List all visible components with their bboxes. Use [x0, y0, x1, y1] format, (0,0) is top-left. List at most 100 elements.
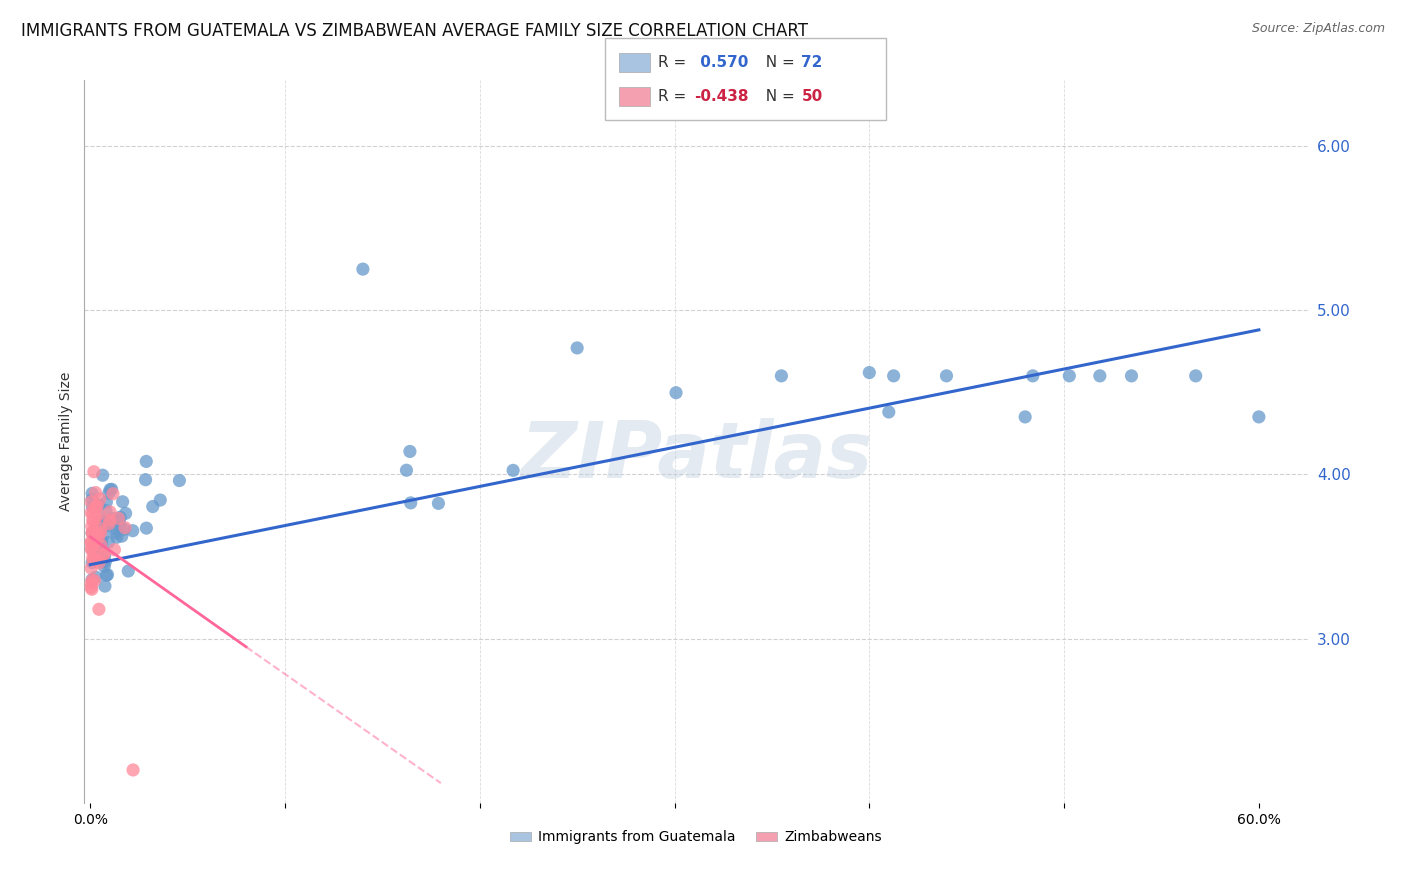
Point: [83, 514, 105, 528]
Point: [93, 549, 115, 563]
Point: [91, 517, 114, 532]
Point: [94, 579, 117, 593]
Point: [1121, 368, 1143, 383]
Point: [90, 535, 112, 549]
Text: R =: R =: [658, 55, 692, 70]
Point: [110, 510, 132, 524]
Point: [135, 473, 157, 487]
Point: [1247, 409, 1270, 424]
Point: [87, 507, 110, 521]
Point: [122, 763, 145, 777]
Point: [84, 518, 107, 533]
Point: [395, 463, 418, 477]
Point: [83, 465, 105, 479]
Point: [82, 556, 104, 570]
Point: [104, 522, 127, 536]
Point: [80, 581, 103, 595]
Point: [90, 538, 112, 552]
Point: [108, 514, 131, 528]
Point: [90, 521, 112, 535]
Point: [90, 538, 112, 552]
Point: [98, 483, 121, 497]
Point: [87, 498, 110, 512]
Point: [135, 521, 157, 535]
Point: [1184, 368, 1206, 383]
Point: [90, 534, 112, 549]
Point: [97, 535, 120, 549]
Point: [98, 513, 121, 527]
Point: [111, 495, 134, 509]
Point: [93, 559, 115, 574]
Point: [93, 515, 115, 529]
Point: [94, 555, 117, 569]
Point: [80, 535, 103, 549]
Point: [103, 542, 125, 557]
Point: [1022, 368, 1045, 383]
Point: [105, 525, 128, 540]
Point: [87, 556, 110, 570]
Point: [86, 526, 108, 541]
Point: [111, 529, 134, 543]
Point: [103, 511, 125, 525]
Point: [87, 531, 110, 545]
Point: [1059, 368, 1081, 383]
Point: [83, 544, 105, 558]
Text: IMMIGRANTS FROM GUATEMALA VS ZIMBABWEAN AVERAGE FAMILY SIZE CORRELATION CHART: IMMIGRANTS FROM GUATEMALA VS ZIMBABWEAN …: [21, 22, 808, 40]
Point: [935, 368, 957, 383]
Point: [121, 524, 143, 538]
Point: [82, 500, 104, 514]
Point: [87, 546, 110, 560]
Point: [83, 536, 105, 550]
Point: [858, 366, 880, 380]
Point: [80, 576, 103, 591]
Point: [83, 547, 105, 561]
Point: [86, 533, 108, 548]
Point: [112, 522, 135, 536]
Point: [87, 516, 110, 531]
Point: [82, 525, 104, 540]
Point: [502, 463, 524, 477]
Point: [84, 485, 107, 500]
Point: [83, 539, 105, 553]
Point: [82, 486, 104, 500]
Point: [83, 524, 105, 538]
Point: [352, 262, 374, 277]
Point: [108, 519, 131, 533]
Point: [87, 602, 110, 616]
Point: [94, 504, 117, 518]
Point: [1014, 409, 1036, 424]
Point: [149, 493, 172, 508]
Point: [83, 502, 105, 516]
Point: [96, 495, 118, 509]
Point: [80, 495, 103, 509]
Point: [100, 483, 122, 497]
Text: R =: R =: [658, 89, 692, 103]
Point: [80, 542, 103, 557]
Point: [83, 553, 105, 567]
Point: [80, 541, 103, 556]
Text: -0.438: -0.438: [695, 89, 749, 103]
Point: [80, 519, 103, 533]
Text: 50: 50: [801, 89, 823, 103]
Point: [80, 561, 103, 575]
Point: [93, 527, 115, 541]
Y-axis label: Average Family Size: Average Family Size: [59, 372, 73, 511]
Point: [135, 454, 157, 468]
Point: [98, 505, 121, 519]
Point: [399, 444, 422, 458]
Point: [90, 522, 112, 536]
Point: [82, 525, 104, 540]
Text: N =: N =: [756, 55, 800, 70]
Point: [90, 525, 112, 540]
Point: [114, 521, 136, 535]
Point: [665, 385, 688, 400]
Point: [80, 526, 103, 541]
Text: 0.570: 0.570: [695, 55, 748, 70]
Point: [1088, 368, 1111, 383]
Legend: Immigrants from Guatemala, Zimbabweans: Immigrants from Guatemala, Zimbabweans: [505, 825, 887, 850]
Point: [91, 520, 114, 534]
Point: [83, 574, 105, 588]
Text: 72: 72: [801, 55, 823, 70]
Point: [169, 474, 191, 488]
Point: [89, 491, 111, 506]
